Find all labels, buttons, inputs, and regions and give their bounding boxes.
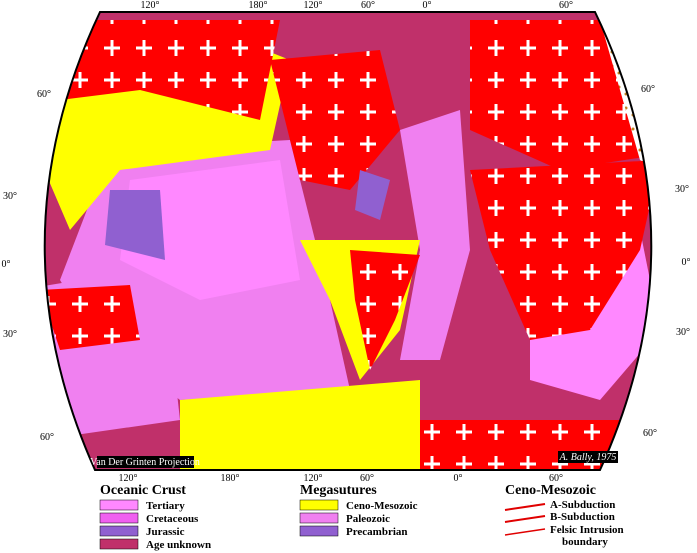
degree-label: 30° — [3, 191, 17, 202]
degree-label: 30° — [676, 327, 690, 338]
credit-label: A. Bally, 1975 — [559, 452, 617, 463]
degree-label: 60° — [37, 89, 51, 100]
degree-label: 120° — [304, 0, 323, 11]
legend-swatch — [99, 512, 139, 524]
degree-label: 60° — [643, 428, 657, 439]
legend-item: Paleozoic — [346, 513, 390, 525]
degree-label: 0° — [454, 473, 463, 484]
degree-label: 120° — [304, 473, 323, 484]
degree-label: 120° — [141, 0, 160, 11]
degree-label: 60° — [40, 432, 54, 443]
legend-swatch — [299, 499, 339, 511]
legend-swatch — [299, 525, 339, 537]
legend-swatch — [99, 499, 139, 511]
degree-label: 30° — [675, 184, 689, 195]
legend-swatch — [299, 512, 339, 524]
degree-label: 0° — [2, 259, 11, 270]
legend-item: Age unknown — [146, 539, 211, 551]
legend-item: boundary — [562, 536, 608, 548]
degree-label: 0° — [682, 257, 691, 268]
degree-label: 180° — [221, 473, 240, 484]
legend-title: Megasutures — [300, 483, 377, 498]
degree-label: 60° — [559, 0, 573, 11]
legend-title: Ceno-Mesozoic — [505, 483, 596, 498]
legend-item: Felsic Intrusion — [550, 524, 624, 536]
degree-label: 60° — [361, 0, 375, 11]
degree-label: 120° — [119, 473, 138, 484]
legend-swatch — [99, 525, 139, 537]
projection-box — [97, 456, 194, 468]
legend-title: Oceanic Crust — [100, 483, 186, 498]
degree-label: 0° — [423, 0, 432, 11]
projection-label: Van Der Grinten Projection — [90, 457, 200, 468]
legend-item: Ceno-Mesozoic — [346, 500, 418, 512]
degree-label: 60° — [549, 473, 563, 484]
legend-swatch — [99, 538, 139, 550]
degree-label: 60° — [360, 473, 374, 484]
legend-item: Precambrian — [346, 526, 408, 538]
legend-line — [504, 528, 546, 536]
degree-label: 60° — [641, 84, 655, 95]
legend-item: B-Subduction — [550, 511, 615, 523]
legend-line — [504, 515, 546, 523]
map-outline — [43, 11, 653, 471]
legend-item: A-Subduction — [550, 499, 615, 511]
legend-item: Jurassic — [146, 526, 185, 538]
degree-label: 180° — [249, 0, 268, 11]
degree-label: 30° — [3, 329, 17, 340]
legend-line — [504, 503, 546, 511]
legend-item: Cretaceous — [146, 513, 199, 525]
map-body — [44, 12, 652, 470]
credit-box — [558, 451, 618, 463]
legend-item: Tertiary — [146, 500, 185, 512]
